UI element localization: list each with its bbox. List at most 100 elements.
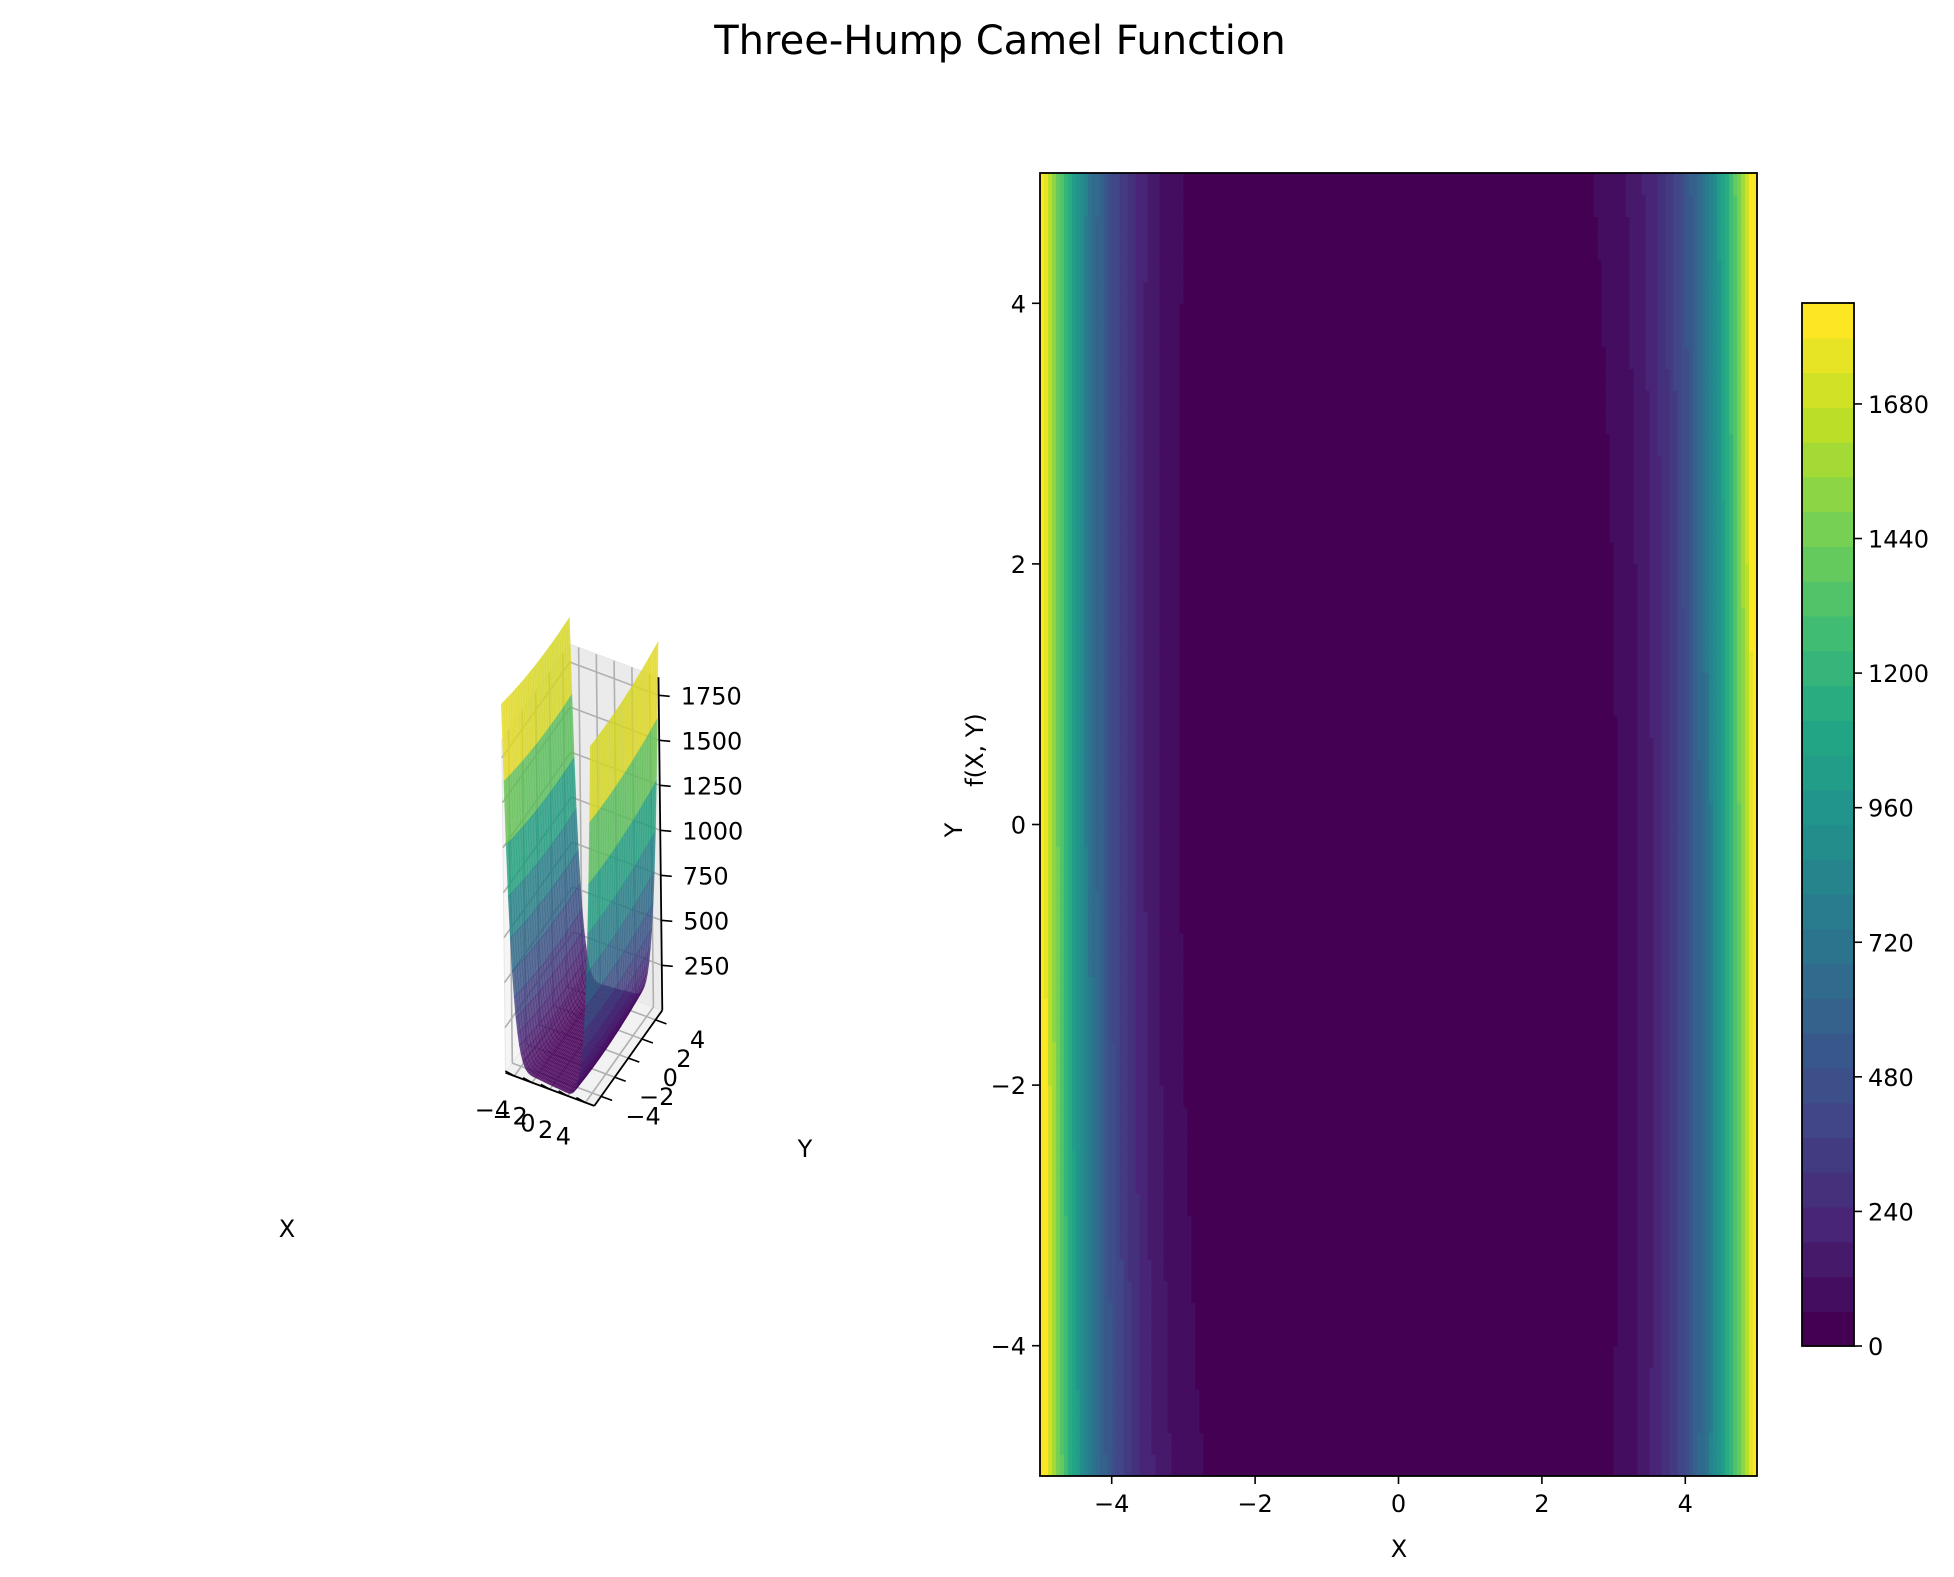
contour-cell xyxy=(1342,1280,1348,1303)
contour-cell xyxy=(1605,1215,1611,1238)
contour-cell xyxy=(1533,1193,1539,1216)
contour-cell xyxy=(1386,1280,1392,1303)
contour-cell xyxy=(1661,1150,1666,1173)
contour-cell xyxy=(1239,1432,1244,1455)
contour-cell xyxy=(1685,1128,1690,1151)
contour-cell xyxy=(1286,1367,1292,1390)
contour-cell xyxy=(1330,1258,1336,1282)
contour-cell xyxy=(1669,1237,1674,1260)
contour-cell xyxy=(1414,1258,1420,1282)
contour-cell xyxy=(1179,1106,1184,1130)
contour-cell xyxy=(1111,1193,1117,1216)
contour-cell xyxy=(1115,1063,1121,1086)
contour-cell xyxy=(1115,1280,1121,1303)
contour-cell xyxy=(1338,1106,1344,1130)
contour-cell xyxy=(1227,1389,1232,1412)
contour-cell xyxy=(1685,1389,1690,1412)
contour-cell xyxy=(1573,1258,1579,1282)
contour-cell xyxy=(1617,1171,1623,1195)
contour-cell xyxy=(1697,1454,1702,1476)
contour-cell xyxy=(1107,1345,1113,1369)
contour-cell xyxy=(1541,1302,1547,1325)
contour-cell xyxy=(1561,1085,1567,1108)
contour-cell xyxy=(1290,1323,1296,1347)
contour-cell xyxy=(1259,1367,1264,1390)
contour-cell xyxy=(1199,1280,1204,1303)
contour-cell xyxy=(1705,1302,1710,1325)
contour-cell xyxy=(1390,1432,1396,1455)
contour-cell xyxy=(1115,1302,1121,1325)
contour-cell xyxy=(1079,1454,1085,1476)
contour-cell xyxy=(1510,1280,1515,1303)
contour-cell xyxy=(1410,1280,1416,1303)
contour-cell xyxy=(1673,1171,1678,1195)
contour-cell xyxy=(1597,1454,1603,1476)
contour-cell xyxy=(1298,1345,1304,1369)
contour-cell xyxy=(1298,1237,1304,1260)
contour-cell xyxy=(1103,1215,1109,1238)
contour-cell xyxy=(1338,1258,1344,1282)
surface-x-tick-label: 2 xyxy=(538,1116,553,1144)
contour-cell xyxy=(1478,1389,1483,1412)
contour-cell xyxy=(1541,1171,1547,1195)
contour-cell xyxy=(1259,1454,1264,1476)
contour-cell xyxy=(1231,1410,1236,1434)
contour-cell xyxy=(1693,1323,1698,1347)
contour-cell xyxy=(1271,1323,1276,1347)
contour-cell xyxy=(1629,1215,1635,1238)
contour-cell xyxy=(1621,1389,1627,1412)
contour-cell xyxy=(1733,1389,1738,1412)
contour-cell xyxy=(1215,1193,1220,1216)
contour-cell xyxy=(1645,1193,1651,1216)
contour-cell xyxy=(1302,1193,1308,1216)
contour-cell xyxy=(1486,1302,1491,1325)
contour-cell xyxy=(1529,1432,1535,1455)
contour-cell xyxy=(1653,1106,1659,1130)
contour-cell xyxy=(1585,1410,1591,1434)
contour-cell xyxy=(1518,1302,1523,1325)
contour-cell xyxy=(1394,1085,1400,1108)
contour-cell xyxy=(1462,1150,1467,1173)
contour-cell xyxy=(1231,1128,1236,1151)
contour-cell xyxy=(1733,1345,1738,1369)
contour-cell xyxy=(1187,1128,1192,1151)
contour-cell xyxy=(1103,1128,1109,1151)
contour-cell xyxy=(1370,1128,1376,1151)
contour-cell xyxy=(1263,1280,1268,1303)
contour-cell xyxy=(1099,1410,1105,1434)
contour-cell xyxy=(1725,1085,1730,1108)
contour-cell xyxy=(1338,1171,1344,1195)
contour-cell xyxy=(1358,1171,1364,1195)
contour-cell xyxy=(1466,1389,1471,1412)
contour-cell xyxy=(1362,1345,1368,1369)
contour-cell xyxy=(1386,1367,1392,1390)
contour-cell xyxy=(1617,1302,1623,1325)
contour-cell xyxy=(1063,1085,1069,1108)
contour-cell xyxy=(1506,1106,1511,1130)
contour-cell xyxy=(1267,1367,1272,1390)
contour-cell xyxy=(1183,1410,1188,1434)
contour-cell xyxy=(1561,1258,1567,1282)
contour-cell xyxy=(1474,1171,1479,1195)
contour-cell xyxy=(1502,1302,1507,1325)
contour-cell xyxy=(1087,1085,1093,1108)
contour-cell xyxy=(1637,1215,1643,1238)
contour-cell xyxy=(1083,1215,1089,1238)
contour-cell xyxy=(1290,1258,1296,1282)
contour-cell xyxy=(1661,1258,1666,1282)
contour-cell xyxy=(1474,1150,1479,1173)
contour-cell xyxy=(1115,1085,1121,1108)
contour-cell xyxy=(1418,1280,1423,1303)
contour-cell xyxy=(1721,1171,1726,1195)
contour-cell xyxy=(1187,1106,1192,1130)
contour-cell xyxy=(1709,1454,1714,1476)
contour-cell xyxy=(1749,1410,1754,1434)
contour-cell xyxy=(1310,1454,1316,1476)
contour-cell xyxy=(1458,1193,1463,1216)
contour-cell xyxy=(1521,1454,1527,1476)
contour-cell xyxy=(1482,1085,1487,1108)
contour-cell xyxy=(1366,1237,1372,1260)
contour-cell xyxy=(1286,1150,1292,1173)
contour-cell xyxy=(1414,1389,1420,1412)
contour-cell xyxy=(1115,1128,1121,1151)
